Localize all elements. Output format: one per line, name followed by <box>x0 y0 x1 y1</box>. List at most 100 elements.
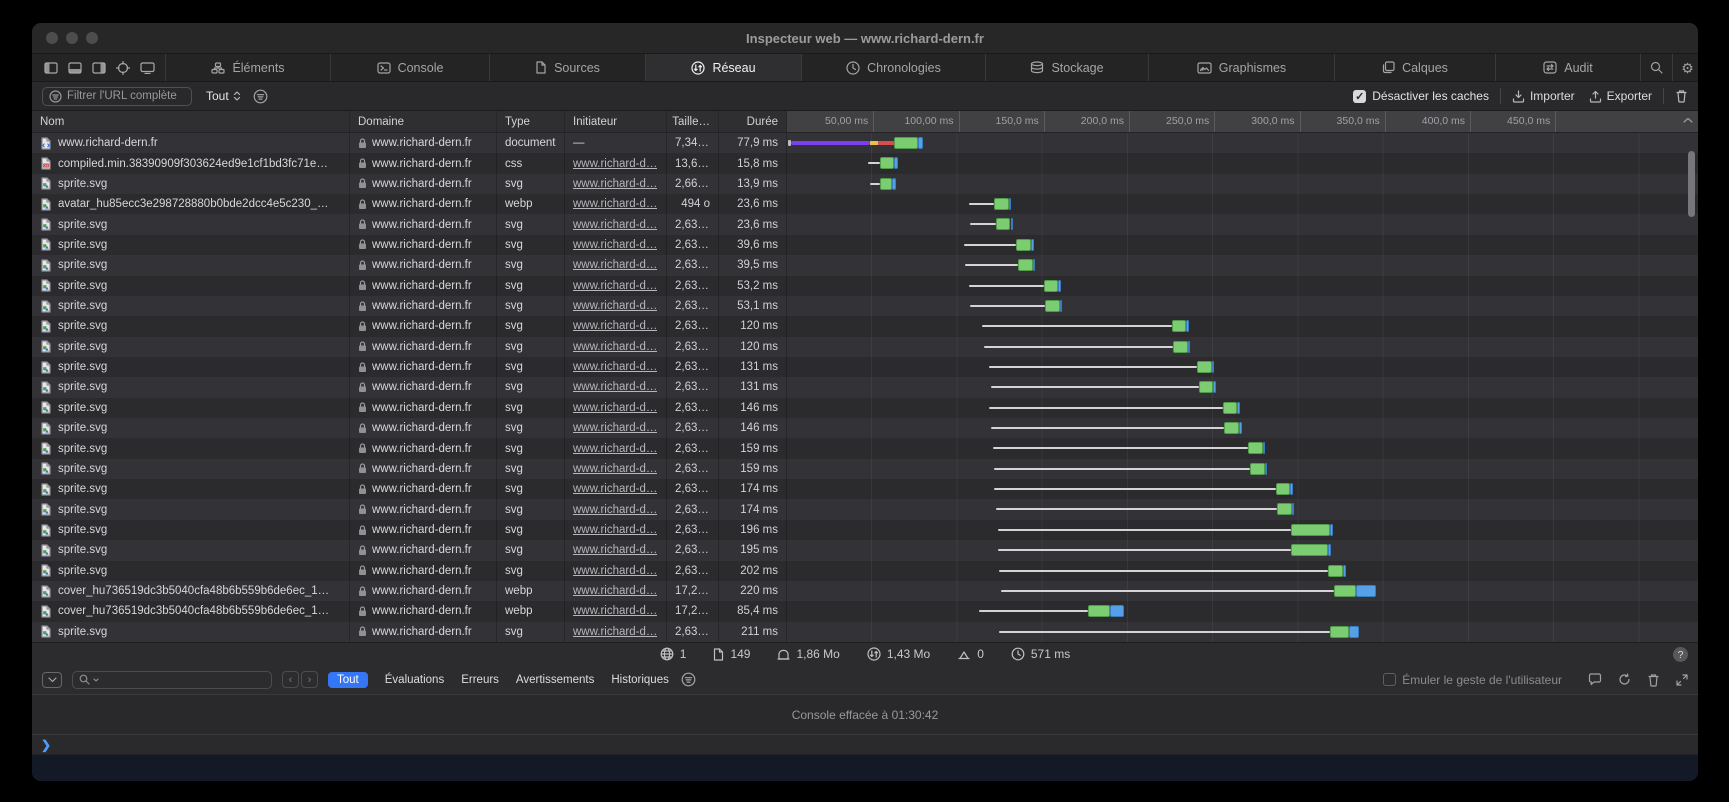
table-row[interactable]: sprite.svg www.richard-dern.fr svg www.rich… <box>32 499 1698 520</box>
column-header-4[interactable]: Initiateur <box>565 111 667 132</box>
initiator-link[interactable]: www.richard-d… <box>573 605 658 618</box>
filter-options-button[interactable] <box>253 89 268 104</box>
column-header-6[interactable]: Durée <box>719 111 787 132</box>
dock-right-icon[interactable] <box>92 61 106 74</box>
url-filter-input[interactable] <box>67 90 185 102</box>
device-icon[interactable] <box>140 61 155 74</box>
initiator-link[interactable]: www.richard-d… <box>573 625 658 638</box>
tab-stockage[interactable]: Stockage <box>986 54 1149 81</box>
initiator-link[interactable]: www.richard-d… <box>573 300 658 313</box>
reload-icon[interactable] <box>1618 673 1631 686</box>
table-row[interactable]: sprite.svg www.richard-dern.fr svg www.rich… <box>32 336 1698 357</box>
expand-console-button[interactable] <box>1676 673 1688 686</box>
table-row[interactable]: sprite.svg www.richard-dern.fr svg www.rich… <box>32 540 1698 561</box>
initiator-link[interactable]: www.richard-d… <box>573 462 658 475</box>
tab-audit[interactable]: Audit <box>1496 54 1641 81</box>
initiator-link[interactable]: www.richard-d… <box>573 503 658 516</box>
table-row[interactable]: www.richard-dern.fr www.richard-dern.fr do… <box>32 133 1698 154</box>
column-header-1[interactable]: Nom <box>32 111 350 132</box>
initiator-link[interactable]: www.richard-d… <box>573 544 658 557</box>
initiator-link[interactable]: www.richard-d… <box>573 320 658 333</box>
initiator-link[interactable]: www.richard-d… <box>573 564 658 577</box>
import-button[interactable]: Importer <box>1512 89 1575 103</box>
table-row[interactable]: cover_hu736519dc3b5040cfa48b6b559b6de6ec… <box>32 601 1698 622</box>
initiator-link[interactable]: www.richard-d… <box>573 361 658 374</box>
table-row[interactable]: sprite.svg www.richard-dern.fr svg www.rich… <box>32 275 1698 296</box>
chevron-up-icon[interactable] <box>1683 117 1693 123</box>
dock-bottom-icon[interactable] <box>68 61 82 74</box>
table-row[interactable]: sprite.svg www.richard-dern.fr svg www.rich… <box>32 255 1698 276</box>
initiator-link[interactable]: www.richard-d… <box>573 524 658 536</box>
table-row[interactable]: css compiled.min.38390909f303624ed9e1cf1b… <box>32 153 1698 174</box>
tab-sources[interactable]: Sources <box>490 54 646 81</box>
close-window-button[interactable] <box>46 32 58 44</box>
initiator-link[interactable]: www.richard-d… <box>573 259 658 272</box>
tab-réseau[interactable]: Réseau <box>646 54 802 81</box>
inspect-target-icon[interactable] <box>116 60 130 75</box>
table-row[interactable]: sprite.svg www.richard-dern.fr svg www.rich… <box>32 621 1698 642</box>
initiator-link[interactable]: www.richard-d… <box>573 238 658 251</box>
tab-graphismes[interactable]: Graphismes <box>1149 54 1335 81</box>
vertical-scrollbar[interactable] <box>1688 151 1695 217</box>
minimize-window-button[interactable] <box>66 32 78 44</box>
export-button[interactable]: Exporter <box>1589 89 1652 103</box>
disable-caches-checkbox[interactable]: ✓ Désactiver les caches <box>1353 89 1489 103</box>
previous-result-button[interactable]: ‹ <box>282 671 299 688</box>
table-row[interactable]: cover_hu736519dc3b5040cfa48b6b559b6de6ec… <box>32 580 1698 602</box>
dock-left-icon[interactable] <box>44 61 58 74</box>
next-result-button[interactable]: › <box>301 671 318 688</box>
table-row[interactable]: sprite.svg www.richard-dern.fr svg www.rich… <box>32 214 1698 235</box>
table-row[interactable]: sprite.svg www.richard-dern.fr svg www.rich… <box>32 397 1698 419</box>
table-row[interactable]: sprite.svg www.richard-dern.fr svg www.rich… <box>32 479 1698 500</box>
console-input-area[interactable] <box>32 755 1698 781</box>
console-search-field[interactable] <box>72 670 272 689</box>
table-row[interactable]: sprite.svg www.richard-dern.fr svg www.rich… <box>32 560 1698 581</box>
table-row[interactable]: sprite.svg www.richard-dern.fr svg www.rich… <box>32 234 1698 256</box>
table-row[interactable]: sprite.svg www.richard-dern.fr svg www.rich… <box>32 438 1698 459</box>
console-scope-erreurs[interactable]: Erreurs <box>461 673 499 686</box>
initiator-link[interactable]: www.richard-d… <box>573 381 658 394</box>
clear-console-button[interactable] <box>1647 673 1660 687</box>
console-search-input[interactable] <box>102 673 265 686</box>
initiator-link[interactable]: www.richard-d… <box>573 177 658 190</box>
console-scope-évaluations[interactable]: Évaluations <box>384 673 445 686</box>
resource-type-select[interactable]: Tout <box>206 89 241 103</box>
table-row[interactable]: sprite.svg www.richard-dern.fr svg www.rich… <box>32 173 1698 195</box>
tab-console[interactable]: Console <box>331 54 490 81</box>
settings-button[interactable]: ⚙ <box>1673 54 1698 81</box>
initiator-link[interactable]: www.richard-d… <box>573 340 658 353</box>
table-row[interactable]: sprite.svg www.richard-dern.fr svg www.rich… <box>32 356 1698 378</box>
clear-network-items-button[interactable] <box>1675 89 1688 103</box>
initiator-link[interactable]: www.richard-d… <box>573 157 658 170</box>
initiator-link[interactable]: www.richard-d… <box>573 218 658 231</box>
table-row[interactable]: sprite.svg www.richard-dern.fr svg www.rich… <box>32 418 1698 439</box>
table-row[interactable]: sprite.svg www.richard-dern.fr svg www.rich… <box>32 316 1698 337</box>
tab-chronologies[interactable]: Chronologies <box>802 54 986 81</box>
column-header-2[interactable]: Domaine <box>350 111 497 132</box>
console-picker-button[interactable] <box>42 671 62 688</box>
zoom-window-button[interactable] <box>86 32 98 44</box>
table-row[interactable]: sprite.svg www.richard-dern.fr svg www.rich… <box>32 377 1698 398</box>
console-messages-icon[interactable] <box>1588 673 1602 686</box>
help-button[interactable]: ? <box>1673 647 1688 662</box>
initiator-link[interactable]: www.richard-d… <box>573 585 658 598</box>
table-row[interactable]: sprite.svg www.richard-dern.fr svg www.rich… <box>32 295 1698 317</box>
search-tab-button[interactable] <box>1641 54 1673 81</box>
initiator-link[interactable]: www.richard-d… <box>573 483 658 496</box>
table-row[interactable]: avatar_hu85ecc3e298728880b0bde2dcc4e5c23… <box>32 194 1698 215</box>
column-header-5[interactable]: Taille… <box>667 111 719 132</box>
tab-calques[interactable]: Calques <box>1335 54 1496 81</box>
table-row[interactable]: sprite.svg www.richard-dern.fr svg www.rich… <box>32 458 1698 480</box>
window-controls[interactable] <box>46 32 98 44</box>
console-scope-avertissements[interactable]: Avertissements <box>515 673 595 686</box>
initiator-link[interactable]: www.richard-d… <box>573 422 658 435</box>
emulate-user-gesture-checkbox[interactable]: Émuler le geste de l'utilisateur <box>1383 673 1562 687</box>
column-header-3[interactable]: Type <box>497 111 565 132</box>
url-filter-field[interactable] <box>42 86 192 106</box>
initiator-link[interactable]: www.richard-d… <box>573 198 658 211</box>
table-row[interactable]: sprite.svg www.richard-dern.fr svg www.rich… <box>32 519 1698 541</box>
console-prompt[interactable]: ❯ <box>32 735 1698 755</box>
tab-éléments[interactable]: Éléments <box>166 54 331 81</box>
console-scope-tout[interactable]: Tout <box>328 671 368 688</box>
initiator-link[interactable]: www.richard-d… <box>573 442 658 455</box>
